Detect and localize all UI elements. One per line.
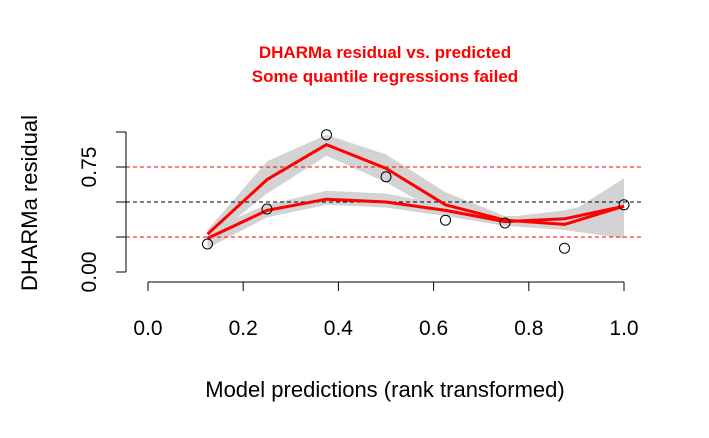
y-tick-label: 0.00 [78,252,101,293]
chart-subtitle: Some quantile regressions failed [252,67,518,86]
confidence-band-1 [207,190,624,249]
x-tick-label: 1.0 [609,317,638,340]
chart-title: DHARMa residual vs. predicted [259,43,511,62]
x-axis [147,281,625,291]
confidence-bands [207,134,624,249]
x-tick-label: 0.8 [514,317,543,340]
data-point [380,171,392,183]
fit-line-1 [206,197,625,240]
x-tick-label: 0.4 [324,317,354,340]
data-point [261,203,273,215]
data-point [440,214,451,226]
x-tick-label: 0.6 [419,317,448,340]
data-point [321,129,332,141]
data-point [499,217,511,229]
data-point [559,242,570,254]
data-point [202,238,213,250]
fit-lines [206,143,625,240]
fit-line-2 [206,143,625,236]
data-points [202,129,630,254]
x-axis-label: Model predictions (rank transformed) [205,377,564,402]
x-tick-label: 0.2 [229,317,258,340]
y-tick-label: 0.75 [78,147,101,188]
data-point [618,199,630,211]
y-axis [116,131,127,273]
x-tick-label: 0.0 [133,317,162,340]
y-axis-label: DHARMa residual [17,115,42,291]
